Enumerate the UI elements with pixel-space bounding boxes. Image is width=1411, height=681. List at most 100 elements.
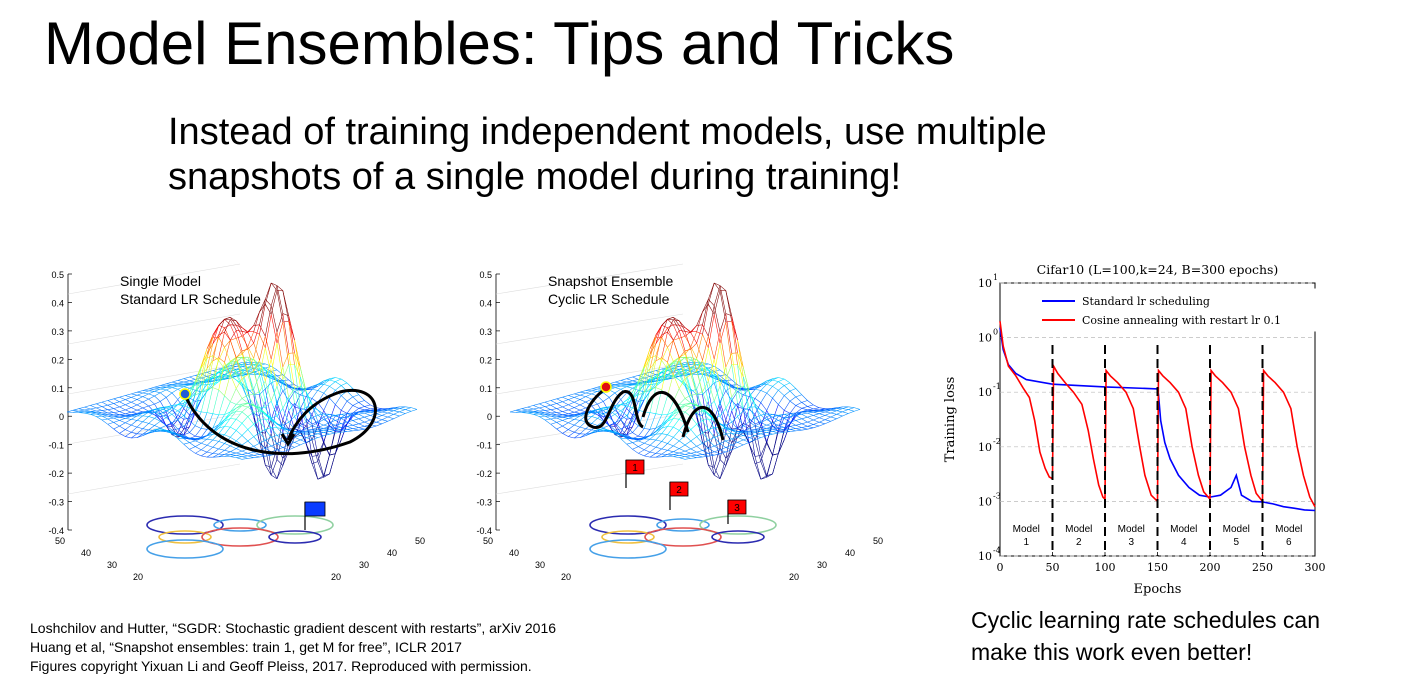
surface-mesh-line [614,414,621,420]
surface-mesh-line [614,381,621,384]
surface-mesh-line [766,413,773,418]
surface-mesh-line [358,418,365,423]
surface-mesh-line [306,388,313,391]
surface-mesh-line [749,417,756,422]
surface-mesh-line [544,418,551,421]
surface-mesh-line [690,446,697,450]
surface-mesh-line [708,437,715,441]
surface-mesh-line [772,386,779,391]
surface-mesh-line [725,450,732,466]
surface-mesh-line [638,440,645,444]
surface-mesh-line [166,407,173,411]
surface-mesh-line [609,417,616,424]
surface-mesh-line [235,374,243,387]
surface-mesh-line [230,448,237,452]
surface-mesh-line [259,360,266,382]
surface-mesh-line [766,416,773,420]
surface-mesh-line [661,378,668,382]
surface-mesh-line [819,411,826,413]
surface-mesh-line [352,405,359,409]
surface-mesh-line [276,322,284,344]
surface-mesh-line [667,367,674,376]
surface-mesh-line [247,342,254,350]
surface-mesh-line [259,299,266,325]
surface-mesh-line [142,405,149,409]
surface-mesh-line [562,395,569,398]
surface-mesh-line [329,426,336,429]
surface-mesh-line [679,373,686,375]
surface-mesh-line [719,380,726,383]
surface-mesh-line [713,401,721,417]
surface-mesh-line [282,290,289,322]
surface-mesh-line [317,424,324,428]
surface-mesh-line [842,411,849,414]
surface-mesh-line [300,389,307,391]
surface-mesh-line [177,419,184,430]
surface-mesh-line [119,399,126,402]
surface-mesh-line [690,429,697,437]
surface-mesh-line [376,408,383,411]
surface-mesh-line [626,443,633,450]
surface-mesh-line [235,388,243,399]
surface-mesh-line [259,304,266,335]
surface-mesh-line [306,429,313,432]
surface-mesh-line [725,353,732,368]
surface-mesh-line [609,425,616,431]
contour-ring [711,530,765,544]
surface-mesh-line [760,384,767,391]
surface-mesh-line [177,434,184,437]
surface-mesh-line [78,409,85,412]
surface-mesh-line [626,432,633,436]
surface-mesh-line [340,416,348,432]
surface-mesh-line [702,336,709,361]
surface-mesh-line [107,417,114,420]
surface-mesh-line [719,458,727,479]
goal-flag [304,501,326,517]
surface-mesh-line [574,404,581,408]
surface-mesh-line [247,394,254,396]
surface-mesh-line [265,282,272,300]
surface-mesh-line [387,414,394,418]
surface-mesh-line [638,435,645,438]
surface-mesh-line [754,384,761,390]
surface-mesh-line [848,406,855,408]
surface-mesh-line [259,401,266,416]
surface-mesh-line [579,392,586,396]
surface-mesh-line [358,416,365,420]
surface-mesh-line [696,368,703,371]
surface-mesh-line [719,379,727,407]
surface-mesh-line [754,417,761,423]
surface-mesh-line [789,415,796,418]
surface-mesh-line [218,395,225,415]
surface-mesh-line [614,407,621,412]
surface-mesh-line [679,452,686,455]
z-tick-label: -0.2 [48,469,64,479]
surface-mesh-line [731,436,738,440]
surface-mesh-line [317,413,324,416]
surface-mesh-line [597,408,604,413]
surface-mesh-line [649,445,656,448]
surface-mesh-line [200,358,208,385]
surface-mesh-line [667,450,674,452]
surface-mesh-line [673,454,680,456]
surface-mesh-line [795,423,802,426]
training-loss-chart: 10 1 10 0 10 -1 10 -2 10 -3 10 -4 0 50 100 150 200 250 300… [930,255,1330,600]
surface-mesh-line [107,409,114,413]
surface-mesh-line [393,414,400,417]
right-axis-tick-label: 50 [873,536,883,546]
surface-mesh-line [749,429,756,432]
surface-mesh-line [393,411,400,415]
surface-mesh-line [206,438,213,441]
surface-mesh-line [241,331,248,333]
surface-mesh-line [136,394,143,397]
surface-mesh-line [661,368,668,377]
surface-mesh-line [253,454,260,456]
surface-mesh-line [696,371,703,392]
surface-mesh-line [725,444,732,448]
surface-mesh-line [218,421,225,427]
surface-mesh-line [323,416,330,420]
surface-mesh-line [620,428,627,436]
surface-mesh-line [719,331,727,368]
surface-mesh-line [620,419,627,430]
surface-mesh-line [177,380,184,383]
